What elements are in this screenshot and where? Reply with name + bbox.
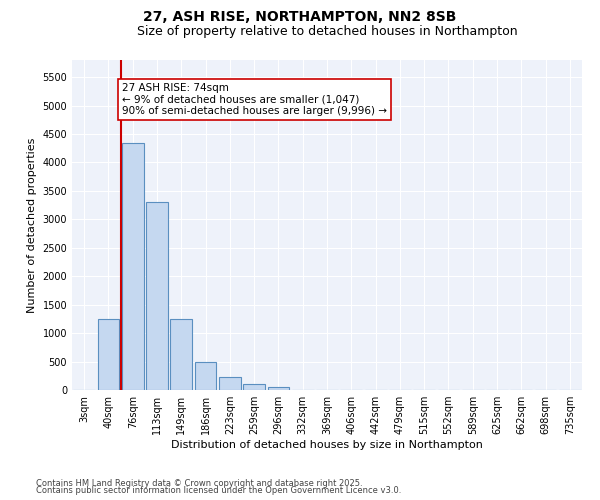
Text: Contains public sector information licensed under the Open Government Licence v3: Contains public sector information licen… <box>36 486 401 495</box>
Bar <box>219 378 241 390</box>
X-axis label: Distribution of detached houses by size in Northampton: Distribution of detached houses by size … <box>171 440 483 450</box>
Text: Contains HM Land Registry data © Crown copyright and database right 2025.: Contains HM Land Registry data © Crown c… <box>36 478 362 488</box>
Bar <box>194 362 217 390</box>
Title: Size of property relative to detached houses in Northampton: Size of property relative to detached ho… <box>137 25 517 38</box>
Bar <box>122 142 143 390</box>
Y-axis label: Number of detached properties: Number of detached properties <box>27 138 37 312</box>
Bar <box>170 319 192 390</box>
Bar <box>268 386 289 390</box>
Text: 27, ASH RISE, NORTHAMPTON, NN2 8SB: 27, ASH RISE, NORTHAMPTON, NN2 8SB <box>143 10 457 24</box>
Bar <box>146 202 168 390</box>
Bar <box>97 319 119 390</box>
Bar <box>243 384 265 390</box>
Text: 27 ASH RISE: 74sqm
← 9% of detached houses are smaller (1,047)
90% of semi-detac: 27 ASH RISE: 74sqm ← 9% of detached hous… <box>122 83 387 116</box>
